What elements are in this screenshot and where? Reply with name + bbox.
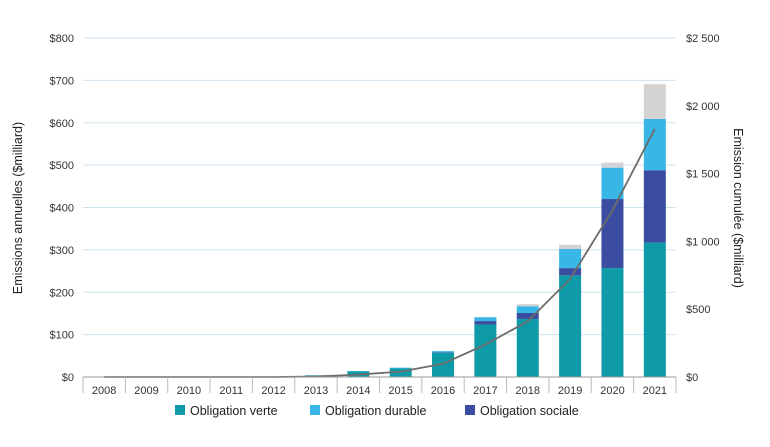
x-tick-label: 2013 xyxy=(304,385,328,397)
bar-segment-2018-3 xyxy=(516,306,539,314)
x-tick-label: 2016 xyxy=(431,385,455,397)
bars xyxy=(304,84,666,377)
y-left-tick-label: $700 xyxy=(50,75,74,87)
x-tick-label: 2012 xyxy=(261,385,285,397)
bar-segment-2015-3 xyxy=(389,367,412,369)
x-tick-label: 2014 xyxy=(346,385,370,397)
bar-segment-2017-1 xyxy=(474,324,497,377)
bar-segment-2020-1 xyxy=(601,268,624,377)
y-right-tick-label: $1 500 xyxy=(686,169,720,181)
x-axis: 2008 2009 2010 2011 2012 2013 2014 2015 2016 2017… xyxy=(82,376,677,397)
y-axis-right-title: Emission cumulée ($milliard) xyxy=(731,128,745,288)
y-right-tick-label: $2 500 xyxy=(686,33,720,45)
y-right-tick-label: $500 xyxy=(686,304,710,316)
bar-segment-2014-3 xyxy=(347,371,370,372)
bar-segment-2017-2 xyxy=(474,321,497,325)
y-right-tick-label: $2 000 xyxy=(686,101,720,113)
x-tick-label: 2018 xyxy=(516,385,540,397)
y-left-tick-label: $200 xyxy=(50,287,74,299)
bar-segment-2021-3 xyxy=(643,118,666,171)
bar-segment-2015-1 xyxy=(389,368,412,377)
y-left-tick-label: $0 xyxy=(62,372,74,384)
y-left-tick-label: $300 xyxy=(50,245,74,257)
x-tick-label: 2009 xyxy=(134,385,158,397)
bar-segment-2018-4 xyxy=(516,304,539,307)
bar-segment-2021-1 xyxy=(643,242,666,377)
x-tick-label: 2020 xyxy=(600,385,624,397)
bar-segment-2016-3 xyxy=(432,351,455,353)
legend-label: Obligation verte xyxy=(190,404,278,418)
y-axis-left-title: Emissions annuelles ($milliard) xyxy=(11,122,25,294)
x-tick-label: 2017 xyxy=(473,385,497,397)
bar-segment-2019-3 xyxy=(559,249,582,269)
x-tick-label: 2011 xyxy=(219,385,243,397)
y-axis-left: $0 $100 $200 $300 $400 $500 $600 $700 $800 xyxy=(50,33,74,384)
y-right-tick-label: $0 xyxy=(686,372,698,384)
bar-segment-2020-2 xyxy=(601,199,624,269)
y-left-tick-label: $400 xyxy=(50,203,74,215)
bar-segment-2020-3 xyxy=(601,167,624,200)
bar-segment-2018-1 xyxy=(516,318,539,377)
y-right-tick-label: $1 000 xyxy=(686,236,720,248)
bar-segment-2021-2 xyxy=(643,170,666,243)
legend-swatch xyxy=(310,405,320,415)
legend-label: Obligation durable xyxy=(325,404,427,418)
bar-segment-2016-1 xyxy=(432,352,455,377)
bar-segment-2019-4 xyxy=(559,244,582,250)
y-left-tick-label: $500 xyxy=(50,160,74,172)
x-tick-label: 2015 xyxy=(388,385,412,397)
bar-segment-2021-4 xyxy=(643,84,666,119)
y-left-tick-label: $600 xyxy=(50,118,74,130)
y-axis-right: $0 $500 $1 000 $1 500 $2 000 $2 500 xyxy=(686,33,720,384)
bar-segment-2016-2 xyxy=(432,352,455,353)
bar-segment-2017-3 xyxy=(474,317,497,322)
legend-swatch xyxy=(465,405,475,415)
grid-lines xyxy=(83,37,676,378)
legend: Obligation verte Obligation durable Obliga… xyxy=(175,404,579,418)
y-left-tick-label: $800 xyxy=(50,33,74,45)
y-left-tick-label: $100 xyxy=(50,330,74,342)
bar-segment-2019-2 xyxy=(559,268,582,276)
bar-segment-2019-1 xyxy=(559,275,582,377)
legend-label: Obligation sociale xyxy=(480,404,579,418)
x-tick-label: 2010 xyxy=(177,385,201,397)
x-tick-label: 2021 xyxy=(643,385,667,397)
x-tick-label: 2019 xyxy=(558,385,582,397)
bar-segment-2020-4 xyxy=(601,162,624,168)
legend-swatch xyxy=(175,405,185,415)
x-tick-label: 2008 xyxy=(92,385,116,397)
bar-segment-2018-2 xyxy=(516,313,539,319)
